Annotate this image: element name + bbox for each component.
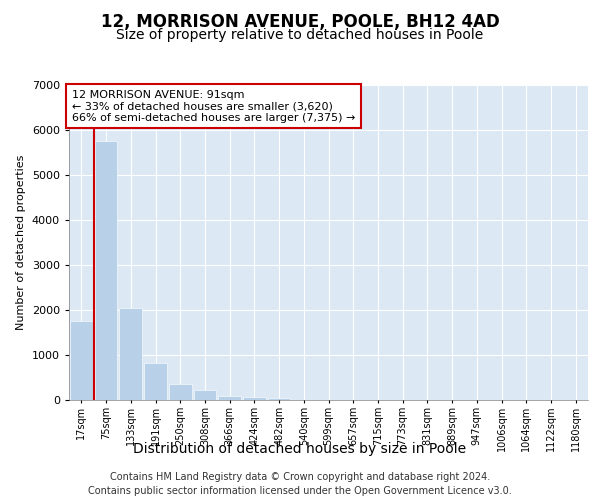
Bar [144, 363, 167, 400]
Text: Contains public sector information licensed under the Open Government Licence v3: Contains public sector information licen… [88, 486, 512, 496]
Y-axis label: Number of detached properties: Number of detached properties [16, 155, 26, 330]
Bar [194, 390, 216, 400]
Text: 12 MORRISON AVENUE: 91sqm
← 33% of detached houses are smaller (3,620)
66% of se: 12 MORRISON AVENUE: 91sqm ← 33% of detac… [71, 90, 355, 123]
Bar [243, 398, 266, 400]
Bar [268, 398, 290, 400]
Bar [95, 141, 118, 400]
Bar [119, 308, 142, 400]
Bar [169, 384, 191, 400]
Text: Size of property relative to detached houses in Poole: Size of property relative to detached ho… [116, 28, 484, 42]
Bar [70, 321, 93, 400]
Text: Distribution of detached houses by size in Poole: Distribution of detached houses by size … [133, 442, 467, 456]
Text: 12, MORRISON AVENUE, POOLE, BH12 4AD: 12, MORRISON AVENUE, POOLE, BH12 4AD [101, 12, 499, 30]
Bar [218, 396, 241, 400]
Text: Contains HM Land Registry data © Crown copyright and database right 2024.: Contains HM Land Registry data © Crown c… [110, 472, 490, 482]
